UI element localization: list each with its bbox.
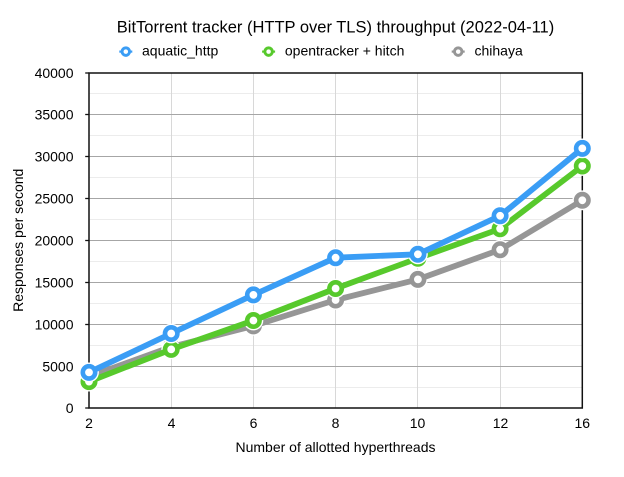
svg-text:opentracker + hitch: opentracker + hitch (285, 43, 404, 59)
svg-text:16: 16 (575, 415, 591, 431)
svg-text:0: 0 (66, 400, 74, 416)
svg-text:aquatic_http: aquatic_http (142, 43, 218, 59)
svg-text:30000: 30000 (35, 149, 74, 165)
svg-text:4: 4 (168, 415, 176, 431)
svg-text:5000: 5000 (42, 359, 73, 375)
svg-text:6: 6 (250, 415, 258, 431)
svg-text:40000: 40000 (35, 65, 74, 81)
svg-text:chihaya: chihaya (475, 43, 523, 59)
svg-text:20000: 20000 (35, 233, 74, 249)
svg-text:8: 8 (332, 415, 340, 431)
svg-text:35000: 35000 (35, 107, 74, 123)
svg-text:Responses per second: Responses per second (10, 169, 26, 312)
svg-text:2: 2 (85, 415, 93, 431)
svg-text:12: 12 (493, 415, 509, 431)
svg-text:25000: 25000 (35, 191, 74, 207)
svg-text:10000: 10000 (35, 317, 74, 333)
svg-text:BitTorrent tracker (HTTP over: BitTorrent tracker (HTTP over TLS) throu… (117, 19, 554, 37)
svg-text:Number of allotted hyperthread: Number of allotted hyperthreads (236, 439, 436, 455)
svg-text:10: 10 (410, 415, 426, 431)
svg-text:15000: 15000 (35, 275, 74, 291)
